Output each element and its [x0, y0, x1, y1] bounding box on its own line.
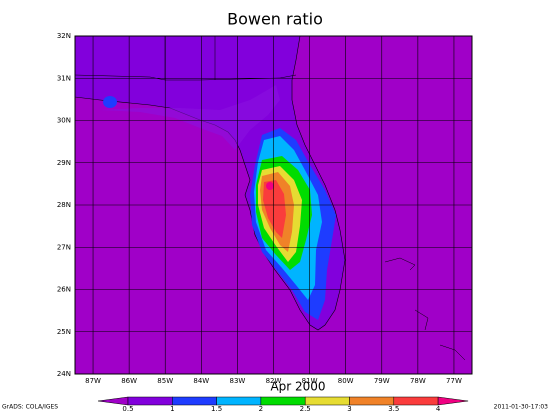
map-title: Bowen ratio	[227, 10, 323, 29]
colorbar-box	[260, 396, 306, 406]
colorbar-label: 0.5	[122, 405, 133, 412]
colorbar-end	[97, 396, 129, 406]
y-tick-label: 24N	[57, 370, 71, 378]
colorbar-label: 3	[347, 405, 351, 412]
x-tick-label: 81W	[302, 377, 318, 385]
y-tick-label: 29N	[57, 159, 71, 167]
x-tick-label: 80W	[338, 377, 354, 385]
x-tick-label: 85W	[157, 377, 173, 385]
y-tick-label: 28N	[57, 201, 71, 209]
colorbar-label: 4	[436, 405, 441, 412]
colorbar-label: 3.5	[388, 405, 399, 412]
colorbar-box	[304, 396, 350, 406]
panhandle-band	[100, 85, 280, 150]
colorbar-label: 1.5	[211, 405, 222, 412]
plot-frame	[74, 35, 473, 375]
y-tick-label: 30N	[57, 117, 71, 125]
field-3.5-4	[263, 180, 286, 238]
x-tick-label: 82W	[266, 377, 282, 385]
colorbar-box	[172, 396, 217, 406]
islands	[384, 257, 466, 361]
x-tick-label: 78W	[410, 377, 426, 385]
colorbar-label: 1	[170, 405, 174, 412]
colorbar-end	[437, 396, 469, 406]
y-tick-label: 26N	[57, 286, 71, 294]
x-tick-label: 87W	[85, 377, 101, 385]
colorbar-box	[393, 396, 439, 406]
colorbar: 0.5 1 1.5 2 2.5 3 3.5 4	[97, 396, 469, 413]
x-tick-label: 84W	[193, 377, 209, 385]
credit: GrADS: COLA/IGES	[2, 404, 58, 411]
x-tick-label: 79W	[374, 377, 390, 385]
colorbar-box	[349, 396, 395, 406]
x-tick-label: 83W	[229, 377, 245, 385]
timestamp: 2011-01-30-17:03	[494, 404, 549, 411]
coastal-spot	[103, 96, 117, 108]
colorbar-box	[127, 396, 173, 406]
x-tick-label: 77W	[446, 377, 462, 385]
y-tick-label: 31N	[57, 74, 71, 82]
x-tick-label: 86W	[121, 377, 137, 385]
colorbar-label: 2.5	[300, 405, 311, 412]
y-tick-label: 25N	[57, 328, 71, 336]
time-label: Apr 2000	[270, 380, 325, 394]
field-above-4	[266, 182, 274, 190]
colorbar-label: 2	[259, 405, 263, 412]
y-tick-label: 27N	[57, 243, 71, 251]
colorbar-box	[216, 396, 262, 406]
y-tick-label: 32N	[57, 32, 71, 40]
